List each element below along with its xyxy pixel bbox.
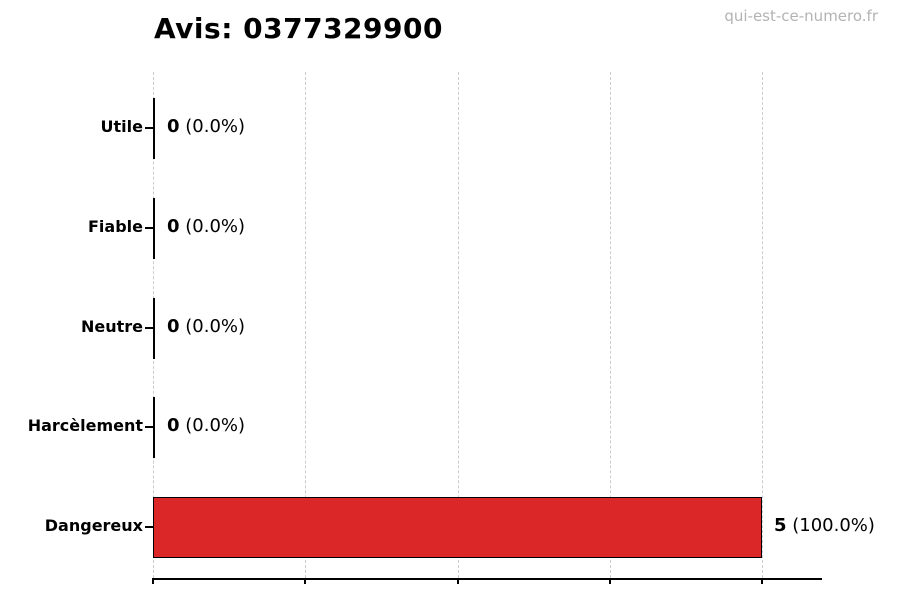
value-number: 5 <box>774 515 787 536</box>
value-percentage: (0.0%) <box>179 215 246 237</box>
value-percentage: (0.0%) <box>179 415 246 437</box>
zero-bar-segment <box>153 397 155 459</box>
category-label: Utile <box>100 117 143 136</box>
zero-bar-segment <box>153 98 155 159</box>
value-label: 0 (0.0%) <box>167 216 245 237</box>
value-label: 0 (0.0%) <box>167 316 245 337</box>
x-axis-tick <box>761 578 763 584</box>
value-percentage: (0.0%) <box>179 116 246 137</box>
y-axis-tick <box>145 226 153 229</box>
category-label: Harcèlement <box>27 416 143 436</box>
y-axis-tick <box>145 426 153 429</box>
y-axis-tick <box>145 127 153 129</box>
zero-bar-segment <box>153 297 155 359</box>
value-label: 0 (0.0%) <box>167 415 245 436</box>
y-axis-tick <box>145 526 153 528</box>
value-number: 0 <box>167 116 180 137</box>
gridline <box>609 72 611 578</box>
x-axis-line <box>153 578 822 580</box>
plot-area: Utile 0 (0.0%) Fiable 0 (0.0%) Neutre 0 (0.0%… <box>28 72 875 584</box>
value-percentage: (0.0%) <box>179 315 246 337</box>
value-label: 0 (0.0%) <box>167 116 245 137</box>
gridline <box>305 72 307 578</box>
x-axis-tick <box>456 578 459 584</box>
category-label: Neutre <box>80 316 143 336</box>
x-axis-tick <box>152 578 154 584</box>
value-number: 0 <box>167 415 180 437</box>
value-number: 0 <box>167 215 180 237</box>
value-number: 0 <box>167 315 180 337</box>
chart-title: Avis: 0377329900 <box>154 12 443 45</box>
zero-bar-segment <box>153 197 155 259</box>
category-label: Dangereux <box>44 516 143 535</box>
gridline <box>457 72 459 578</box>
value-label: 5 (100.0%) <box>774 515 875 536</box>
x-axis-tick <box>304 578 307 584</box>
gridline <box>762 72 763 578</box>
bar-segment <box>153 497 762 558</box>
y-axis-tick <box>145 326 153 329</box>
watermark: qui-est-ce-numero.fr <box>724 7 878 25</box>
x-axis-tick <box>608 578 611 584</box>
value-percentage: (100.0%) <box>786 515 875 536</box>
category-label: Fiable <box>88 216 143 236</box>
